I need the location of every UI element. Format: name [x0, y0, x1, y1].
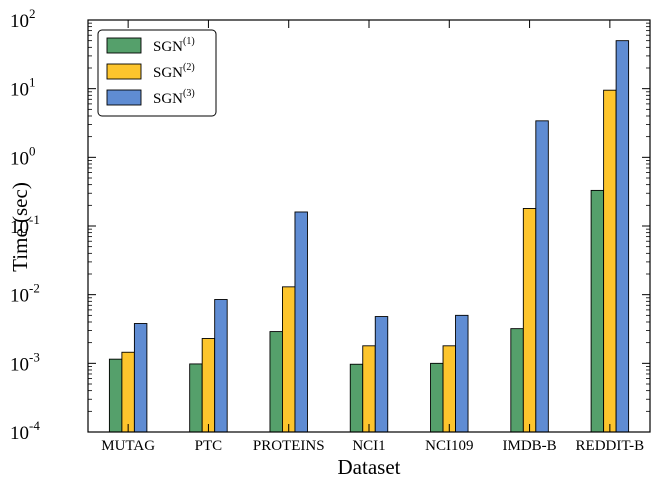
- bar-imdb-b-s3: [535, 120, 549, 433]
- bar-nci1-s1: [349, 363, 364, 433]
- bar-reddit-b-s1: [590, 189, 605, 433]
- y-tick-exponent: -1: [29, 212, 40, 227]
- x-tick-label: NCI1: [352, 438, 385, 454]
- legend-label-name: SGN: [153, 65, 183, 81]
- y-tick-base: 10: [10, 423, 29, 444]
- y-tick-exponent: 1: [29, 75, 36, 90]
- legend-swatch: [106, 63, 142, 80]
- bar-mutag-s1: [108, 358, 123, 433]
- bar-mutag-s3: [133, 323, 148, 433]
- y-tick-label: 10-1: [10, 212, 40, 238]
- y-tick-label: 100: [10, 143, 36, 169]
- y-tick-base: 10: [10, 354, 29, 375]
- y-tick-exponent: -3: [29, 349, 40, 364]
- bar-imdb-b-s1: [510, 328, 524, 433]
- y-tick-label: 10-2: [10, 281, 40, 307]
- legend-label: SGN(3): [153, 88, 195, 107]
- bar-nci1-s3: [374, 316, 389, 433]
- y-tick-exponent: 0: [29, 143, 36, 158]
- bar-reddit-b-s3: [615, 40, 630, 433]
- y-tick-label: 10-4: [10, 418, 40, 444]
- legend-label-name: SGN: [153, 39, 183, 55]
- y-tick-base: 10: [10, 80, 29, 101]
- bar-nci109-s2: [442, 345, 456, 433]
- y-tick-base: 10: [10, 148, 29, 169]
- y-axis-title: Time (sec): [8, 182, 32, 272]
- bar-ptc-s1: [189, 363, 203, 433]
- legend-label-sup: (2): [183, 62, 195, 73]
- y-tick-exponent: -2: [29, 281, 40, 296]
- y-tick-label: 101: [10, 75, 36, 101]
- x-tick-label: PROTEINS: [253, 438, 325, 454]
- y-tick-label: 10-3: [10, 349, 40, 375]
- bar-proteins-s3: [294, 211, 308, 433]
- bar-nci1-s2: [362, 345, 376, 433]
- legend-swatch: [106, 89, 142, 106]
- legend-label-name: SGN: [153, 91, 183, 107]
- bar-mutag-s2: [121, 351, 135, 433]
- y-tick-base: 10: [10, 286, 29, 307]
- y-tick-base: 10: [10, 217, 29, 238]
- legend-swatch: [106, 37, 142, 54]
- bar-reddit-b-s2: [603, 89, 617, 433]
- y-tick-base: 10: [10, 11, 29, 32]
- legend-label-sup: (1): [183, 36, 195, 47]
- y-tick-exponent: -4: [29, 418, 40, 433]
- x-tick-label: REDDIT-B: [576, 438, 645, 454]
- bar-proteins-s2: [282, 286, 296, 433]
- legend-label: SGN(2): [153, 62, 195, 81]
- x-tick-label: MUTAG: [101, 438, 155, 454]
- legend-label-sup: (3): [183, 88, 195, 99]
- bar-nci109-s3: [455, 314, 469, 433]
- bar-ptc-s2: [201, 338, 216, 433]
- x-tick-label: IMDB-B: [502, 438, 556, 454]
- legend-label: SGN(1): [153, 36, 195, 55]
- x-tick-label: PTC: [195, 438, 223, 454]
- x-axis-title: Dataset: [338, 455, 401, 479]
- y-tick-exponent: 2: [29, 6, 36, 21]
- bar-ptc-s3: [214, 299, 228, 433]
- legend: SGN(1)SGN(2)SGN(3): [97, 29, 217, 117]
- bar-imdb-b-s2: [522, 208, 537, 433]
- bar-nci109-s1: [430, 362, 444, 433]
- bar-proteins-s1: [269, 331, 283, 433]
- x-tick-label: NCI109: [425, 438, 473, 454]
- y-tick-label: 102: [10, 6, 36, 32]
